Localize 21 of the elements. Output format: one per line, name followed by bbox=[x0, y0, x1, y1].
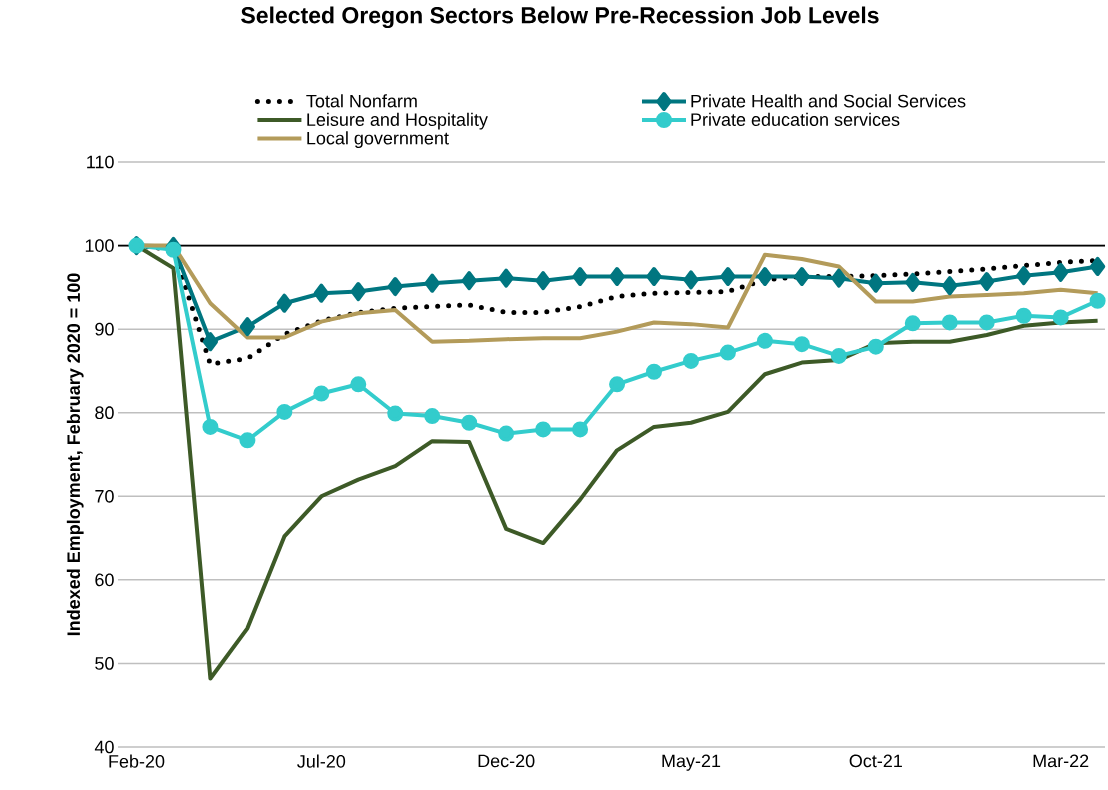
x-tick-label: Feb-20 bbox=[109, 754, 165, 768]
x-tick-label: May-21 bbox=[662, 754, 721, 771]
x-tick-label: Oct-21 bbox=[849, 754, 902, 768]
y-tick-label: 110 bbox=[87, 155, 114, 169]
y-tick-label: 80 bbox=[95, 406, 114, 420]
legend-label: Local government bbox=[307, 131, 449, 149]
legend-label: Private Health and Social Services bbox=[691, 94, 966, 108]
legend-label: Private education services bbox=[691, 112, 900, 126]
y-tick-label: 50 bbox=[95, 657, 114, 670]
y-tick-label: 90 bbox=[95, 322, 114, 336]
x-tick-label: Dec-20 bbox=[478, 754, 535, 768]
x-tick-label: Jul-20 bbox=[297, 754, 346, 768]
y-tick-label: 60 bbox=[95, 573, 114, 587]
y-axis-title: Indexed Employment, February 2020 = 100 bbox=[66, 273, 84, 636]
legend-label: Total Nonfarm bbox=[306, 94, 417, 108]
y-tick-label: 100 bbox=[85, 239, 114, 252]
y-tick-label: 70 bbox=[95, 489, 114, 503]
x-tick-label: Mar-22 bbox=[1033, 754, 1089, 768]
legend-label: Leisure and Hospitality bbox=[307, 112, 488, 130]
y-tick-label: 40 bbox=[94, 740, 114, 754]
chart-title: Selected Oregon Sectors Below Pre-Recession Job Levels bbox=[241, 6, 879, 29]
